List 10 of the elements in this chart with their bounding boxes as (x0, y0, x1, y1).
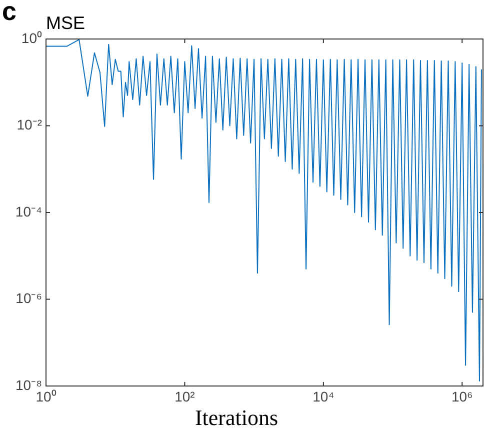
y-tick-label: 10⁻⁶ (16, 290, 42, 306)
x-axis-title: Iterations (194, 405, 278, 430)
x-tick-label: 10² (174, 388, 196, 404)
chart-title: MSE (46, 13, 86, 34)
x-tick-label: 10⁶ (451, 388, 473, 404)
y-tick-label: 10⁻² (16, 116, 42, 133)
y-tick-label: 10⁰ (21, 30, 42, 46)
y-tick-label: 10⁻⁴ (15, 203, 42, 220)
text: c (2, 0, 16, 27)
x-tick-label: 10⁴ (312, 388, 334, 404)
